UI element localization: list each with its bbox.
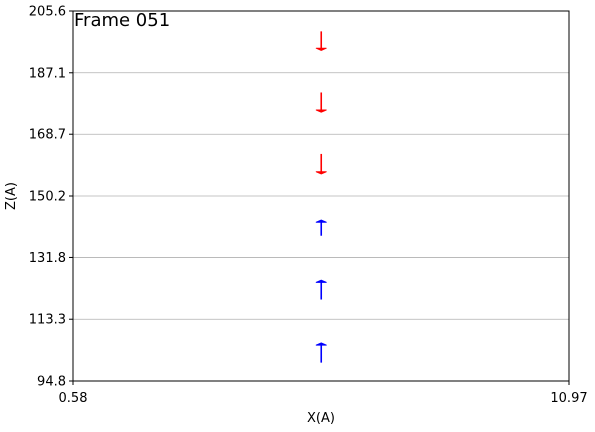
down-arrow: [315, 31, 327, 51]
arrow-layer: [315, 31, 327, 363]
tick-layer: 94.8 113.3 131.8 150.2 168.7 187.1 205.6 0.58 10…: [29, 5, 588, 407]
y-tick-label: 205.6: [29, 5, 66, 20]
arrow-head: [315, 279, 327, 283]
x-tick-label: 0.58: [59, 391, 88, 406]
y-tick-label: 168.7: [29, 128, 66, 143]
arrow-head: [315, 171, 327, 175]
y-tick-label: 94.8: [37, 375, 66, 390]
up-arrow: [315, 342, 327, 363]
frame-annotation: Frame 051: [74, 10, 170, 31]
x-tick-label: 10.97: [550, 391, 587, 406]
y-tick-label: 150.2: [29, 190, 66, 205]
arrow-head: [315, 219, 327, 223]
arrow-head: [315, 47, 327, 51]
down-arrow: [315, 153, 327, 175]
y-tick-label: 131.8: [29, 251, 66, 266]
up-arrow: [315, 219, 327, 236]
down-arrow: [315, 92, 327, 113]
arrow-head: [315, 342, 327, 346]
y-tick-label: 113.3: [29, 313, 66, 328]
arrow-head: [315, 109, 327, 113]
up-arrow: [315, 279, 327, 300]
y-axis-label: Z(A): [4, 182, 19, 210]
y-tick-label: 187.1: [29, 66, 66, 81]
x-axis-label: X(A): [307, 411, 335, 426]
